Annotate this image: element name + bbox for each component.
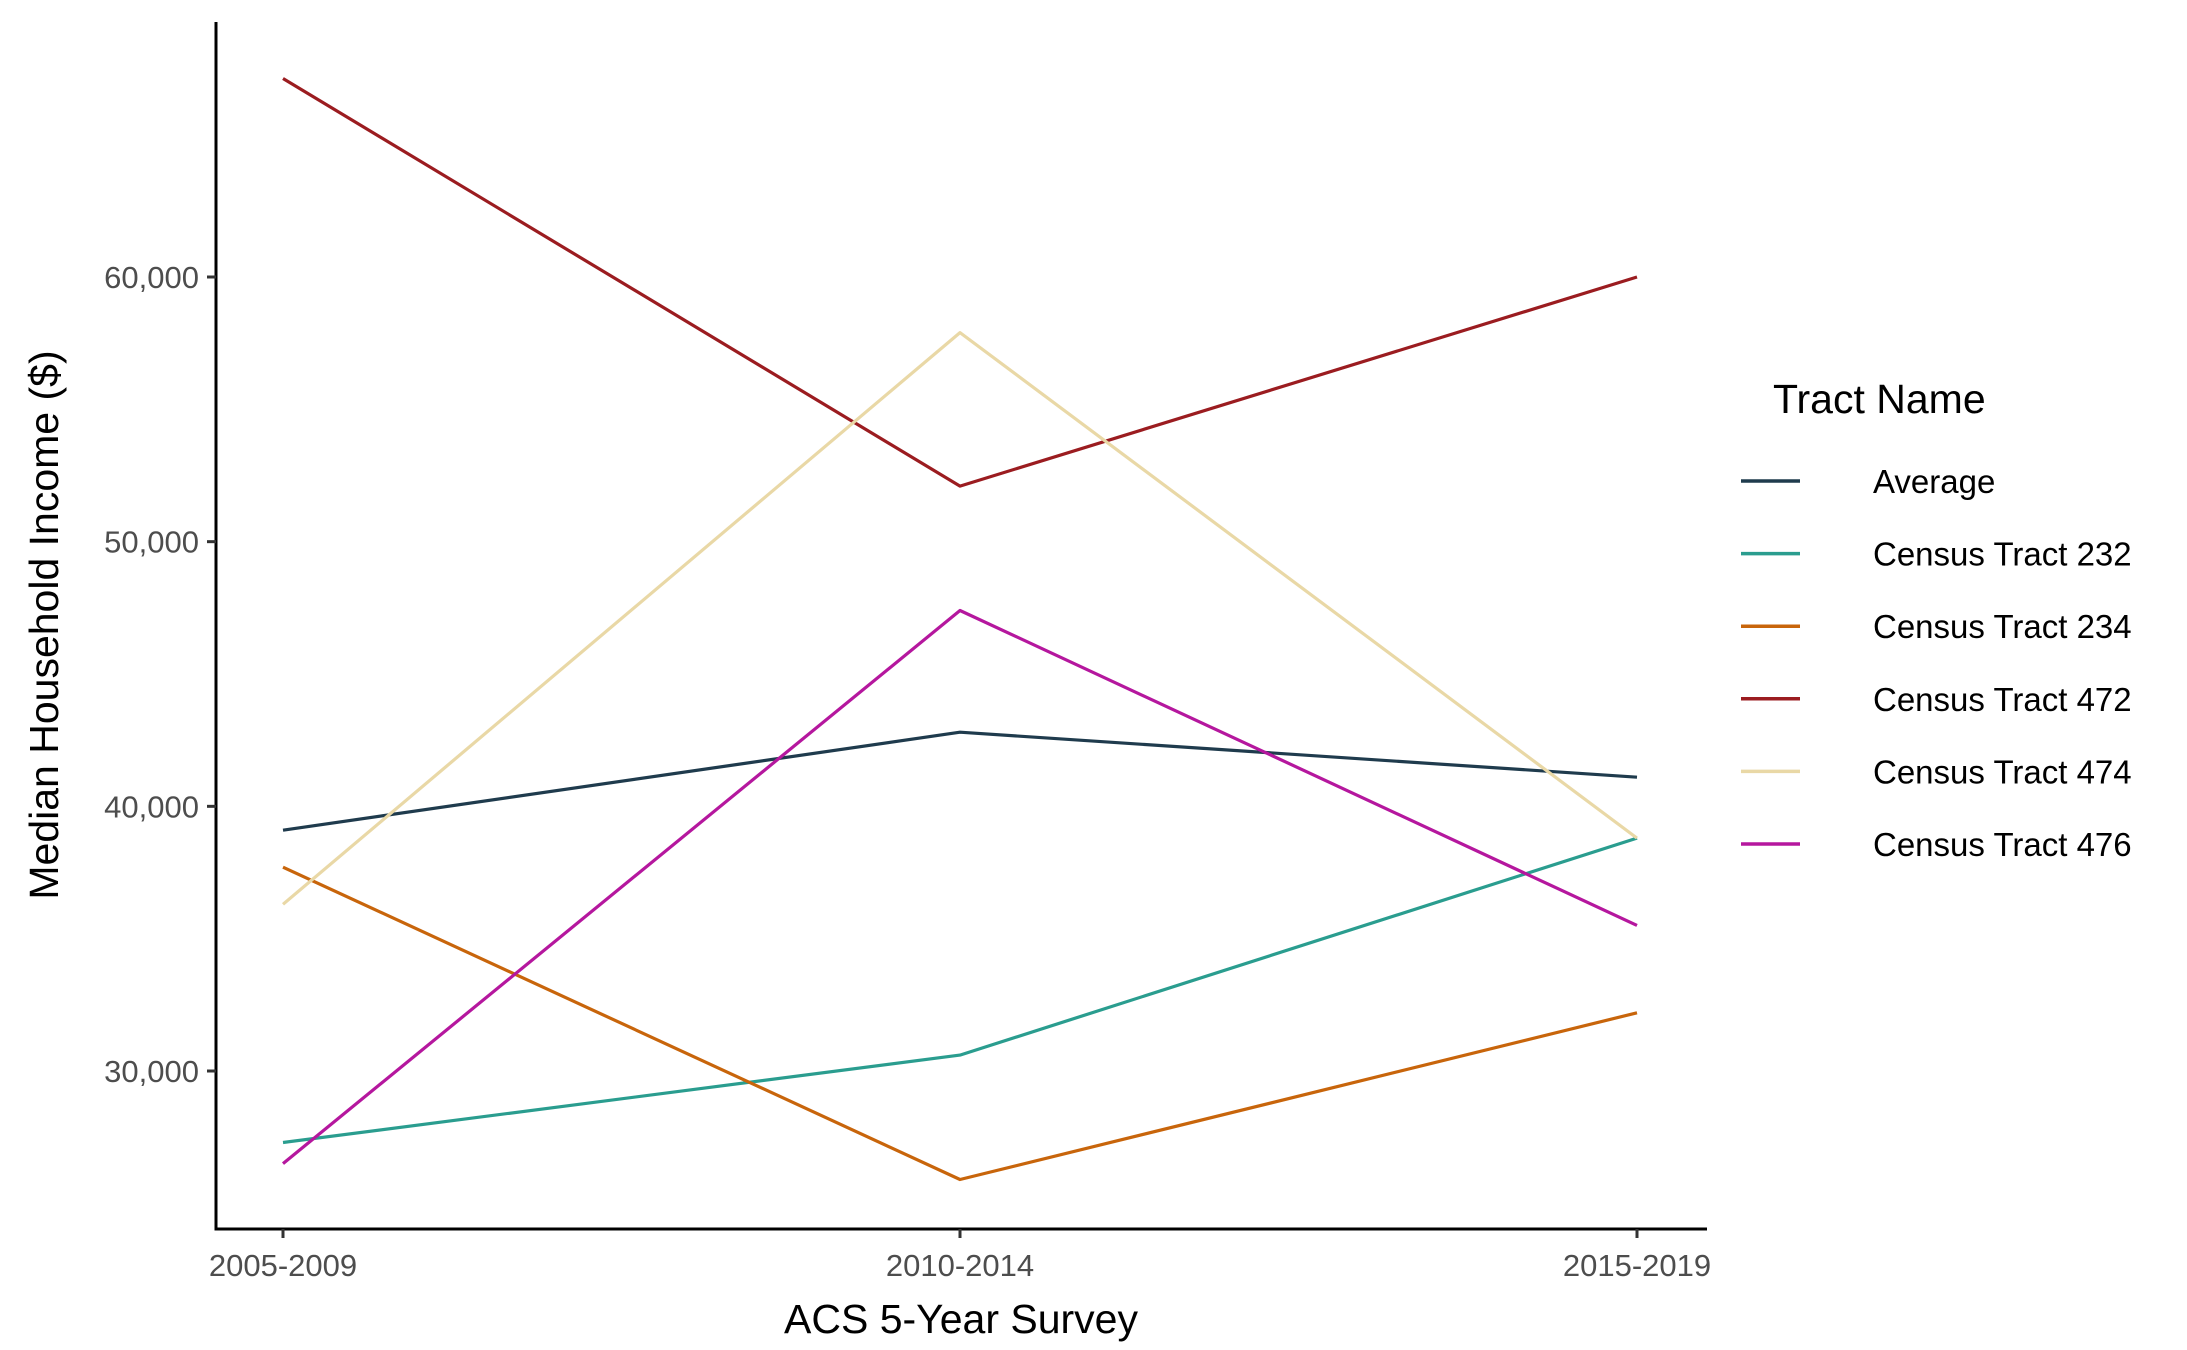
y-tick-label: 30,000 [104,1054,199,1089]
legend-title: Tract Name [1773,376,1986,422]
legend-label-average: Average [1873,463,1995,500]
legend-label-census-tract-474: Census Tract 474 [1873,753,2132,790]
series-line-census-tract-474 [281,331,1638,906]
x-tick-label: 2010-2014 [886,1248,1034,1283]
legend: Tract Name Average Census Tract 232 Census… [1741,376,2132,863]
series-line-census-tract-472 [282,77,1638,488]
y-tick-label: 50,000 [104,525,199,560]
x-tick-label: 2005-2009 [209,1248,357,1283]
legend-label-census-tract-232: Census Tract 232 [1873,536,2132,573]
legend-label-census-tract-472: Census Tract 472 [1873,681,2132,718]
series-layer [281,77,1638,1182]
series-line-census-tract-234 [282,865,1638,1182]
series-line-census-tract-476 [281,608,1638,1165]
y-tick-label: 60,000 [104,260,199,295]
x-tick-label: 2015-2019 [1563,1248,1711,1283]
series-line-average [282,730,1638,832]
legend-label-census-tract-476: Census Tract 476 [1873,826,2132,863]
series-line-census-tract-232 [282,836,1638,1145]
x-axis-title: ACS 5-Year Survey [784,1296,1138,1342]
x-axis-ticks: 2005-2009 2010-2014 2015-2019 [209,1229,1711,1283]
y-tick-label: 40,000 [104,789,199,824]
legend-label-census-tract-234: Census Tract 234 [1873,608,2132,645]
y-axis-ticks: 30,000 40,000 50,000 60,000 [104,260,216,1089]
y-axis-title: Median Household Income ($) [21,350,67,899]
